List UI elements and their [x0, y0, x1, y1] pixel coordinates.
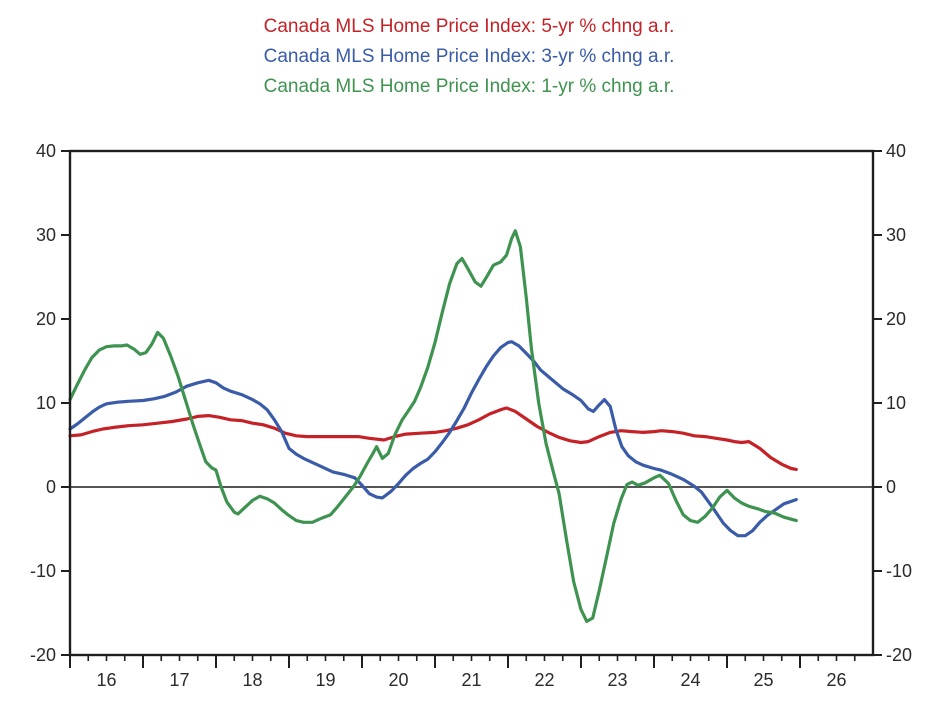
plot-border	[68, 149, 875, 657]
y-axis-label-right: 0	[886, 477, 896, 497]
y-axis-label-left: 0	[46, 477, 56, 497]
x-axis-label: 18	[242, 670, 262, 690]
legend-title-5yr: Canada MLS Home Price Index: 5-yr % chng…	[263, 16, 675, 37]
x-axis-major-ticks	[69, 655, 801, 668]
y-axis-label-left: 20	[36, 309, 56, 329]
y-axis-label-left: 40	[36, 141, 56, 161]
x-axis-label: 26	[826, 670, 846, 690]
legend-title-1yr: Canada MLS Home Price Index: 1-yr % chng…	[263, 76, 675, 97]
y-axis-label-left: 10	[36, 393, 56, 413]
x-axis-label: 23	[607, 670, 627, 690]
x-axis-label: 24	[680, 670, 700, 690]
y-axis-label-right: 10	[886, 393, 906, 413]
y-axis-label-right: -10	[886, 561, 912, 581]
chart-title-block: Canada MLS Home Price Index: 5-yr % chng…	[0, 12, 938, 102]
y-axis-label-left: -20	[30, 645, 56, 665]
y-axis-label-right: 40	[886, 141, 906, 161]
y-axis-label-right: 30	[886, 225, 906, 245]
y-axis-label-right: -20	[886, 645, 912, 665]
y-axis-label-left: -10	[30, 561, 56, 581]
x-axis-label: 17	[169, 670, 189, 690]
x-axis-label: 25	[753, 670, 773, 690]
y-axis-ticks: -20 -20 -10 -10 0 0 10 10 20 20 30 30 40 40	[30, 141, 912, 665]
x-axis-label: 20	[388, 670, 408, 690]
y-axis-label-right: 20	[886, 309, 906, 329]
series-line-3yr	[68, 340, 798, 538]
x-axis-label: 16	[96, 670, 116, 690]
legend-title-3yr: Canada MLS Home Price Index: 3-yr % chng…	[263, 46, 675, 67]
x-axis-label: 22	[534, 670, 554, 690]
x-axis-label: 21	[461, 670, 481, 690]
x-axis-labels: 16 17 18 19 20 21 22 23 24 25 26	[96, 670, 846, 690]
x-axis-label: 19	[315, 670, 335, 690]
series-line-5yr	[68, 406, 798, 471]
y-axis-label-left: 30	[36, 225, 56, 245]
series-line-1yr	[68, 229, 798, 624]
